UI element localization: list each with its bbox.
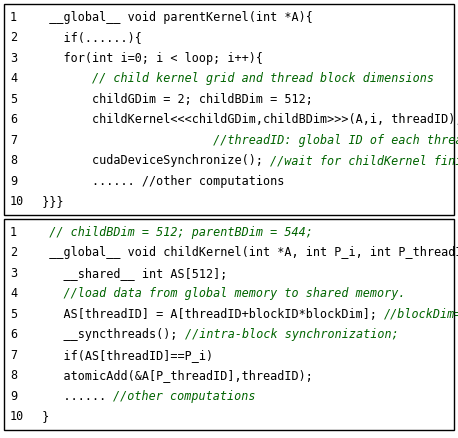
Text: cudaDeviceSynchronize();: cudaDeviceSynchronize(); xyxy=(35,154,270,167)
Text: __global__ void childKernel(int *A, int P_i, int P_threadID ){: __global__ void childKernel(int *A, int … xyxy=(35,246,458,259)
Text: //blockDim=512;: //blockDim=512; xyxy=(384,308,458,321)
Text: 2: 2 xyxy=(10,31,17,44)
Text: 7: 7 xyxy=(10,349,17,362)
Text: if(......){: if(......){ xyxy=(35,31,142,44)
Text: //threadID: global ID of each thread: //threadID: global ID of each thread xyxy=(35,134,458,147)
Text: __shared__ int AS[512];: __shared__ int AS[512]; xyxy=(35,267,227,280)
Text: 5: 5 xyxy=(10,308,17,321)
Text: //wait for childKernel finish: //wait for childKernel finish xyxy=(270,154,458,167)
Text: 3: 3 xyxy=(10,52,17,65)
Text: __global__ void parentKernel(int *A){: __global__ void parentKernel(int *A){ xyxy=(35,11,313,24)
Text: 8: 8 xyxy=(10,369,17,382)
Text: childGDim = 2; childBDim = 512;: childGDim = 2; childBDim = 512; xyxy=(35,93,313,106)
Text: //intra-block synchronization;: //intra-block synchronization; xyxy=(185,328,398,341)
Text: 3: 3 xyxy=(10,267,17,280)
Text: __syncthreads();: __syncthreads(); xyxy=(35,328,185,341)
Text: 6: 6 xyxy=(10,113,17,126)
Text: ...... //other computations: ...... //other computations xyxy=(35,175,284,188)
Text: 1: 1 xyxy=(10,226,17,239)
Text: for(int i=0; i < loop; i++){: for(int i=0; i < loop; i++){ xyxy=(35,52,263,65)
Text: if(AS[threadID]==P_i): if(AS[threadID]==P_i) xyxy=(35,349,213,362)
Text: 9: 9 xyxy=(10,390,17,403)
Text: 2: 2 xyxy=(10,246,17,259)
Text: ......: ...... xyxy=(35,390,114,403)
Text: 4: 4 xyxy=(10,287,17,300)
Text: 5: 5 xyxy=(10,93,17,106)
Text: //load data from global memory to shared memory.: //load data from global memory to shared… xyxy=(35,287,405,300)
Text: 10: 10 xyxy=(10,195,24,208)
Text: 1: 1 xyxy=(10,11,17,24)
Text: AS[threadID] = A[threadID+blockID*blockDim];: AS[threadID] = A[threadID+blockID*blockD… xyxy=(35,308,384,321)
Text: // childBDim = 512; parentBDim = 544;: // childBDim = 512; parentBDim = 544; xyxy=(35,226,313,239)
Text: 10: 10 xyxy=(10,410,24,423)
Text: 7: 7 xyxy=(10,134,17,147)
Text: 8: 8 xyxy=(10,154,17,167)
Text: 4: 4 xyxy=(10,72,17,85)
Text: 6: 6 xyxy=(10,328,17,341)
Text: //other computations: //other computations xyxy=(114,390,256,403)
Text: // child kernel grid and thread block dimensions: // child kernel grid and thread block di… xyxy=(35,72,434,85)
Bar xyxy=(4,4,454,215)
Text: }: } xyxy=(35,410,49,423)
Bar xyxy=(4,219,454,430)
Text: }}}: }}} xyxy=(35,195,64,208)
Text: childKernel<<<childGDim,childBDim>>>(A,i, threadID);: childKernel<<<childGDim,childBDim>>>(A,i… xyxy=(35,113,458,126)
Text: 9: 9 xyxy=(10,175,17,188)
Text: atomicAdd(&A[P_threadID],threadID);: atomicAdd(&A[P_threadID],threadID); xyxy=(35,369,313,382)
